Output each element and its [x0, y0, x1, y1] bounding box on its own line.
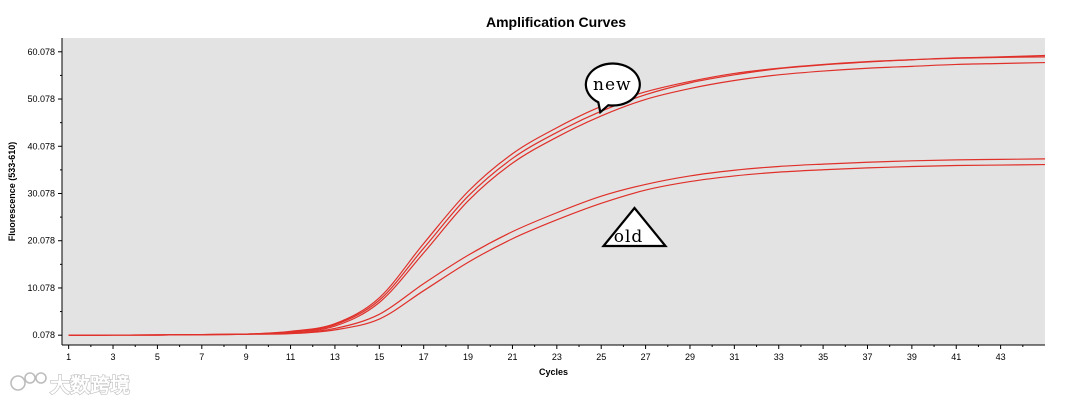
x-tick-label: 33 [774, 352, 784, 362]
x-tick-label: 5 [155, 352, 160, 362]
series-line-old-5 [68, 163, 1045, 336]
annotation-new-bubble: new [584, 62, 641, 115]
annotation-old-triangle: old [601, 206, 668, 248]
annotation-old-label: old [614, 227, 644, 247]
speech-bubble-icon [584, 62, 641, 115]
x-tick-label: 1 [66, 352, 71, 362]
watermark: 大数跨境 [10, 372, 131, 398]
x-tick-label: 31 [729, 352, 739, 362]
chart-title: Amplification Curves [486, 14, 626, 30]
triangle-icon [601, 206, 668, 248]
y-tick-label: 0.078 [32, 330, 55, 340]
annotation-new-label: new [593, 75, 632, 95]
y-tick-label: 10.078 [27, 283, 55, 293]
x-axis-label: Cycles [539, 367, 568, 377]
series-layer [68, 54, 1045, 336]
x-tick-label: 15 [374, 352, 384, 362]
y-tick-label: 40.078 [27, 141, 55, 151]
x-tick-label: 9 [244, 352, 249, 362]
x-tick-label: 41 [951, 352, 961, 362]
y-tick-label: 30.078 [27, 188, 55, 198]
x-tick-label: 3 [111, 352, 116, 362]
x-tick-label: 7 [199, 352, 204, 362]
x-tick-label: 17 [419, 352, 429, 362]
x-tick-label: 21 [507, 352, 517, 362]
x-tick-label: 25 [596, 352, 606, 362]
y-tick-label: 20.078 [27, 236, 55, 246]
watermark-logo-icon [10, 372, 47, 391]
x-axis: 1 3 5 7 9 11 13 15 17 19 21 23 25 27 29 31 33 35 37 39 41 43 [62, 344, 1045, 362]
x-tick-label: 43 [996, 352, 1006, 362]
x-tick-label: 39 [907, 352, 917, 362]
x-tick-label: 11 [286, 352, 295, 362]
y-tick-label: 50.078 [27, 94, 55, 104]
watermark-text: 大数跨境 [50, 373, 130, 397]
x-tick-label: 19 [463, 352, 473, 362]
x-tick-label: 37 [862, 352, 872, 362]
y-tick-label: 60.078 [27, 47, 55, 57]
y-axis: 0.078 10.078 20.078 30.078 40.078 50.078 60.07… [27, 38, 63, 345]
x-tick-label: 29 [685, 352, 695, 362]
x-tick-label: 23 [552, 352, 562, 362]
x-tick-label: 35 [818, 352, 828, 362]
plot-area [62, 38, 1045, 345]
x-tick-label: 13 [330, 352, 340, 362]
y-axis-label: Fluorescence (533-610) [7, 142, 17, 242]
x-tick-label: 27 [641, 352, 651, 362]
